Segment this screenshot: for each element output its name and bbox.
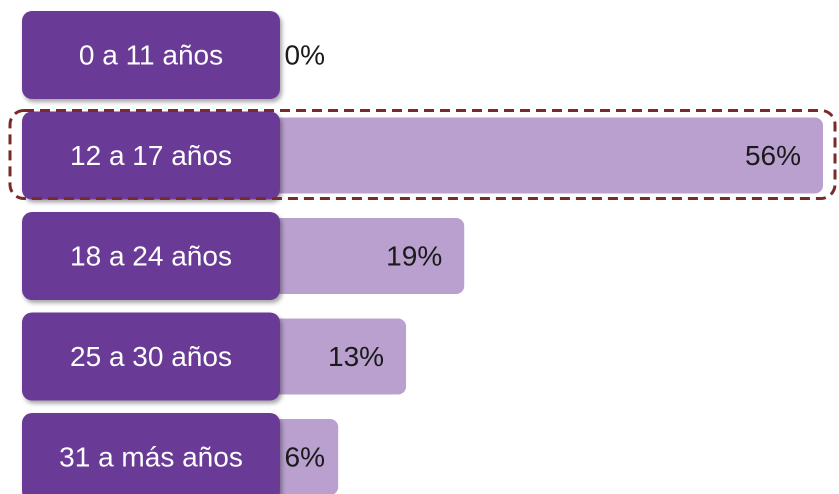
category-box <box>22 111 280 200</box>
category-label: 0 a 11 años <box>79 39 223 70</box>
value-label: 6% <box>285 441 325 472</box>
bar <box>260 318 407 395</box>
category-label: 12 a 17 años <box>70 140 232 171</box>
bar <box>260 117 823 194</box>
value-label: 56% <box>745 140 801 171</box>
category-box <box>22 212 280 300</box>
category-label: 18 a 24 años <box>70 240 232 271</box>
category-box <box>22 413 280 494</box>
category-box <box>22 11 280 99</box>
highlight-frame <box>8 109 837 200</box>
value-label: 0% <box>285 39 325 70</box>
value-label: 19% <box>386 240 442 271</box>
category-label: 25 a 30 años <box>70 341 232 372</box>
category-label: 31 a más años <box>59 441 243 472</box>
bar <box>260 218 465 294</box>
value-label: 13% <box>328 341 384 372</box>
category-box <box>22 312 280 401</box>
